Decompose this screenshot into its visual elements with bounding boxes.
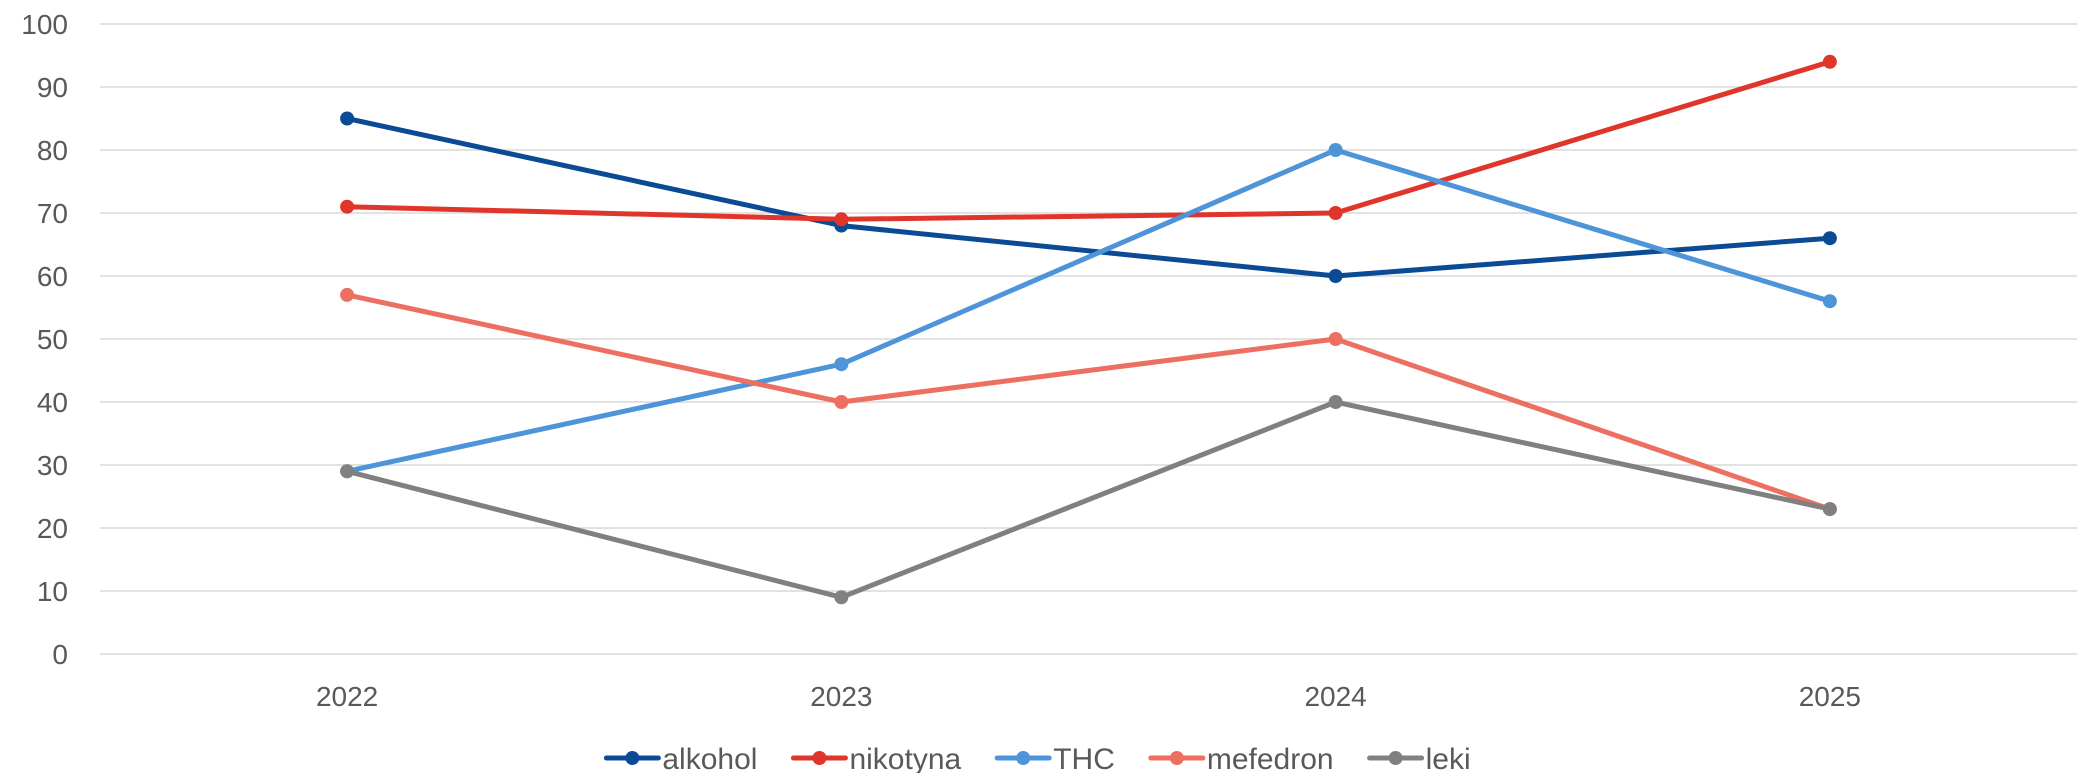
y-tick-label: 40 xyxy=(37,387,68,418)
legend-item-leki: leki xyxy=(1367,743,1471,776)
legend-item-thc: THC xyxy=(994,743,1115,776)
y-tick-label: 90 xyxy=(37,72,68,103)
x-tick-label: 2022 xyxy=(316,681,378,712)
data-point xyxy=(834,357,849,372)
data-point xyxy=(1822,294,1837,309)
data-point xyxy=(834,212,849,227)
data-point xyxy=(1822,502,1837,517)
series-line xyxy=(344,116,1833,279)
legend-label: mefedron xyxy=(1207,743,1334,773)
data-point xyxy=(340,111,355,126)
legend: alkohol nikotyna THC mefedron leki xyxy=(603,743,1471,776)
series-line xyxy=(344,399,1833,600)
legend-label: alkohol xyxy=(662,743,757,773)
y-tick-label: 80 xyxy=(37,135,68,166)
y-tick-label: 60 xyxy=(37,261,68,292)
x-tick-label: 2024 xyxy=(1304,681,1366,712)
series-leki xyxy=(340,395,1837,605)
data-point xyxy=(1328,269,1343,283)
data-point xyxy=(834,590,849,605)
y-tick-label: 10 xyxy=(37,576,68,607)
y-tick-label: 30 xyxy=(37,450,68,481)
legend-label: leki xyxy=(1426,743,1471,773)
series-nikotyna xyxy=(340,54,1837,227)
data-point xyxy=(1822,54,1837,69)
series-mefedron xyxy=(340,287,1837,517)
series-line xyxy=(344,59,1833,222)
legend-item-nikotyna: nikotyna xyxy=(790,743,962,776)
y-axis-ticks: 0 10 20 30 40 50 60 70 80 90 100 xyxy=(21,9,68,670)
y-tick-label: 0 xyxy=(52,639,68,670)
legend-swatch-marker xyxy=(1016,751,1031,765)
series-thc xyxy=(340,143,1837,479)
x-axis-ticks: 2022 2023 2024 2025 xyxy=(316,681,1861,712)
x-tick-label: 2023 xyxy=(810,681,872,712)
x-tick-label: 2025 xyxy=(1799,681,1861,712)
legend-item-alkohol: alkohol xyxy=(603,743,757,776)
legend-swatch-marker xyxy=(625,751,640,765)
data-point xyxy=(834,395,849,409)
y-tick-label: 50 xyxy=(37,324,68,355)
data-point xyxy=(1328,395,1343,409)
legend-label: THC xyxy=(1053,743,1115,773)
data-point xyxy=(340,464,355,479)
legend-item-mefedron: mefedron xyxy=(1148,743,1334,776)
y-tick-label: 70 xyxy=(37,198,68,229)
data-point xyxy=(340,199,355,214)
data-point xyxy=(1822,231,1837,246)
legend-label: nikotyna xyxy=(849,743,961,773)
series-line xyxy=(344,147,1833,474)
y-tick-label: 20 xyxy=(37,513,68,544)
y-tick-label: 100 xyxy=(21,9,68,40)
gridlines xyxy=(100,23,2077,655)
data-point xyxy=(1328,206,1343,220)
legend-swatch-marker xyxy=(812,751,827,765)
legend-swatch-marker xyxy=(1388,751,1403,765)
data-point xyxy=(340,287,355,302)
data-point xyxy=(1328,332,1343,346)
legend-swatch-marker xyxy=(1169,751,1184,765)
series-group xyxy=(340,54,1837,605)
series-line xyxy=(344,292,1833,512)
data-point xyxy=(1328,143,1343,157)
